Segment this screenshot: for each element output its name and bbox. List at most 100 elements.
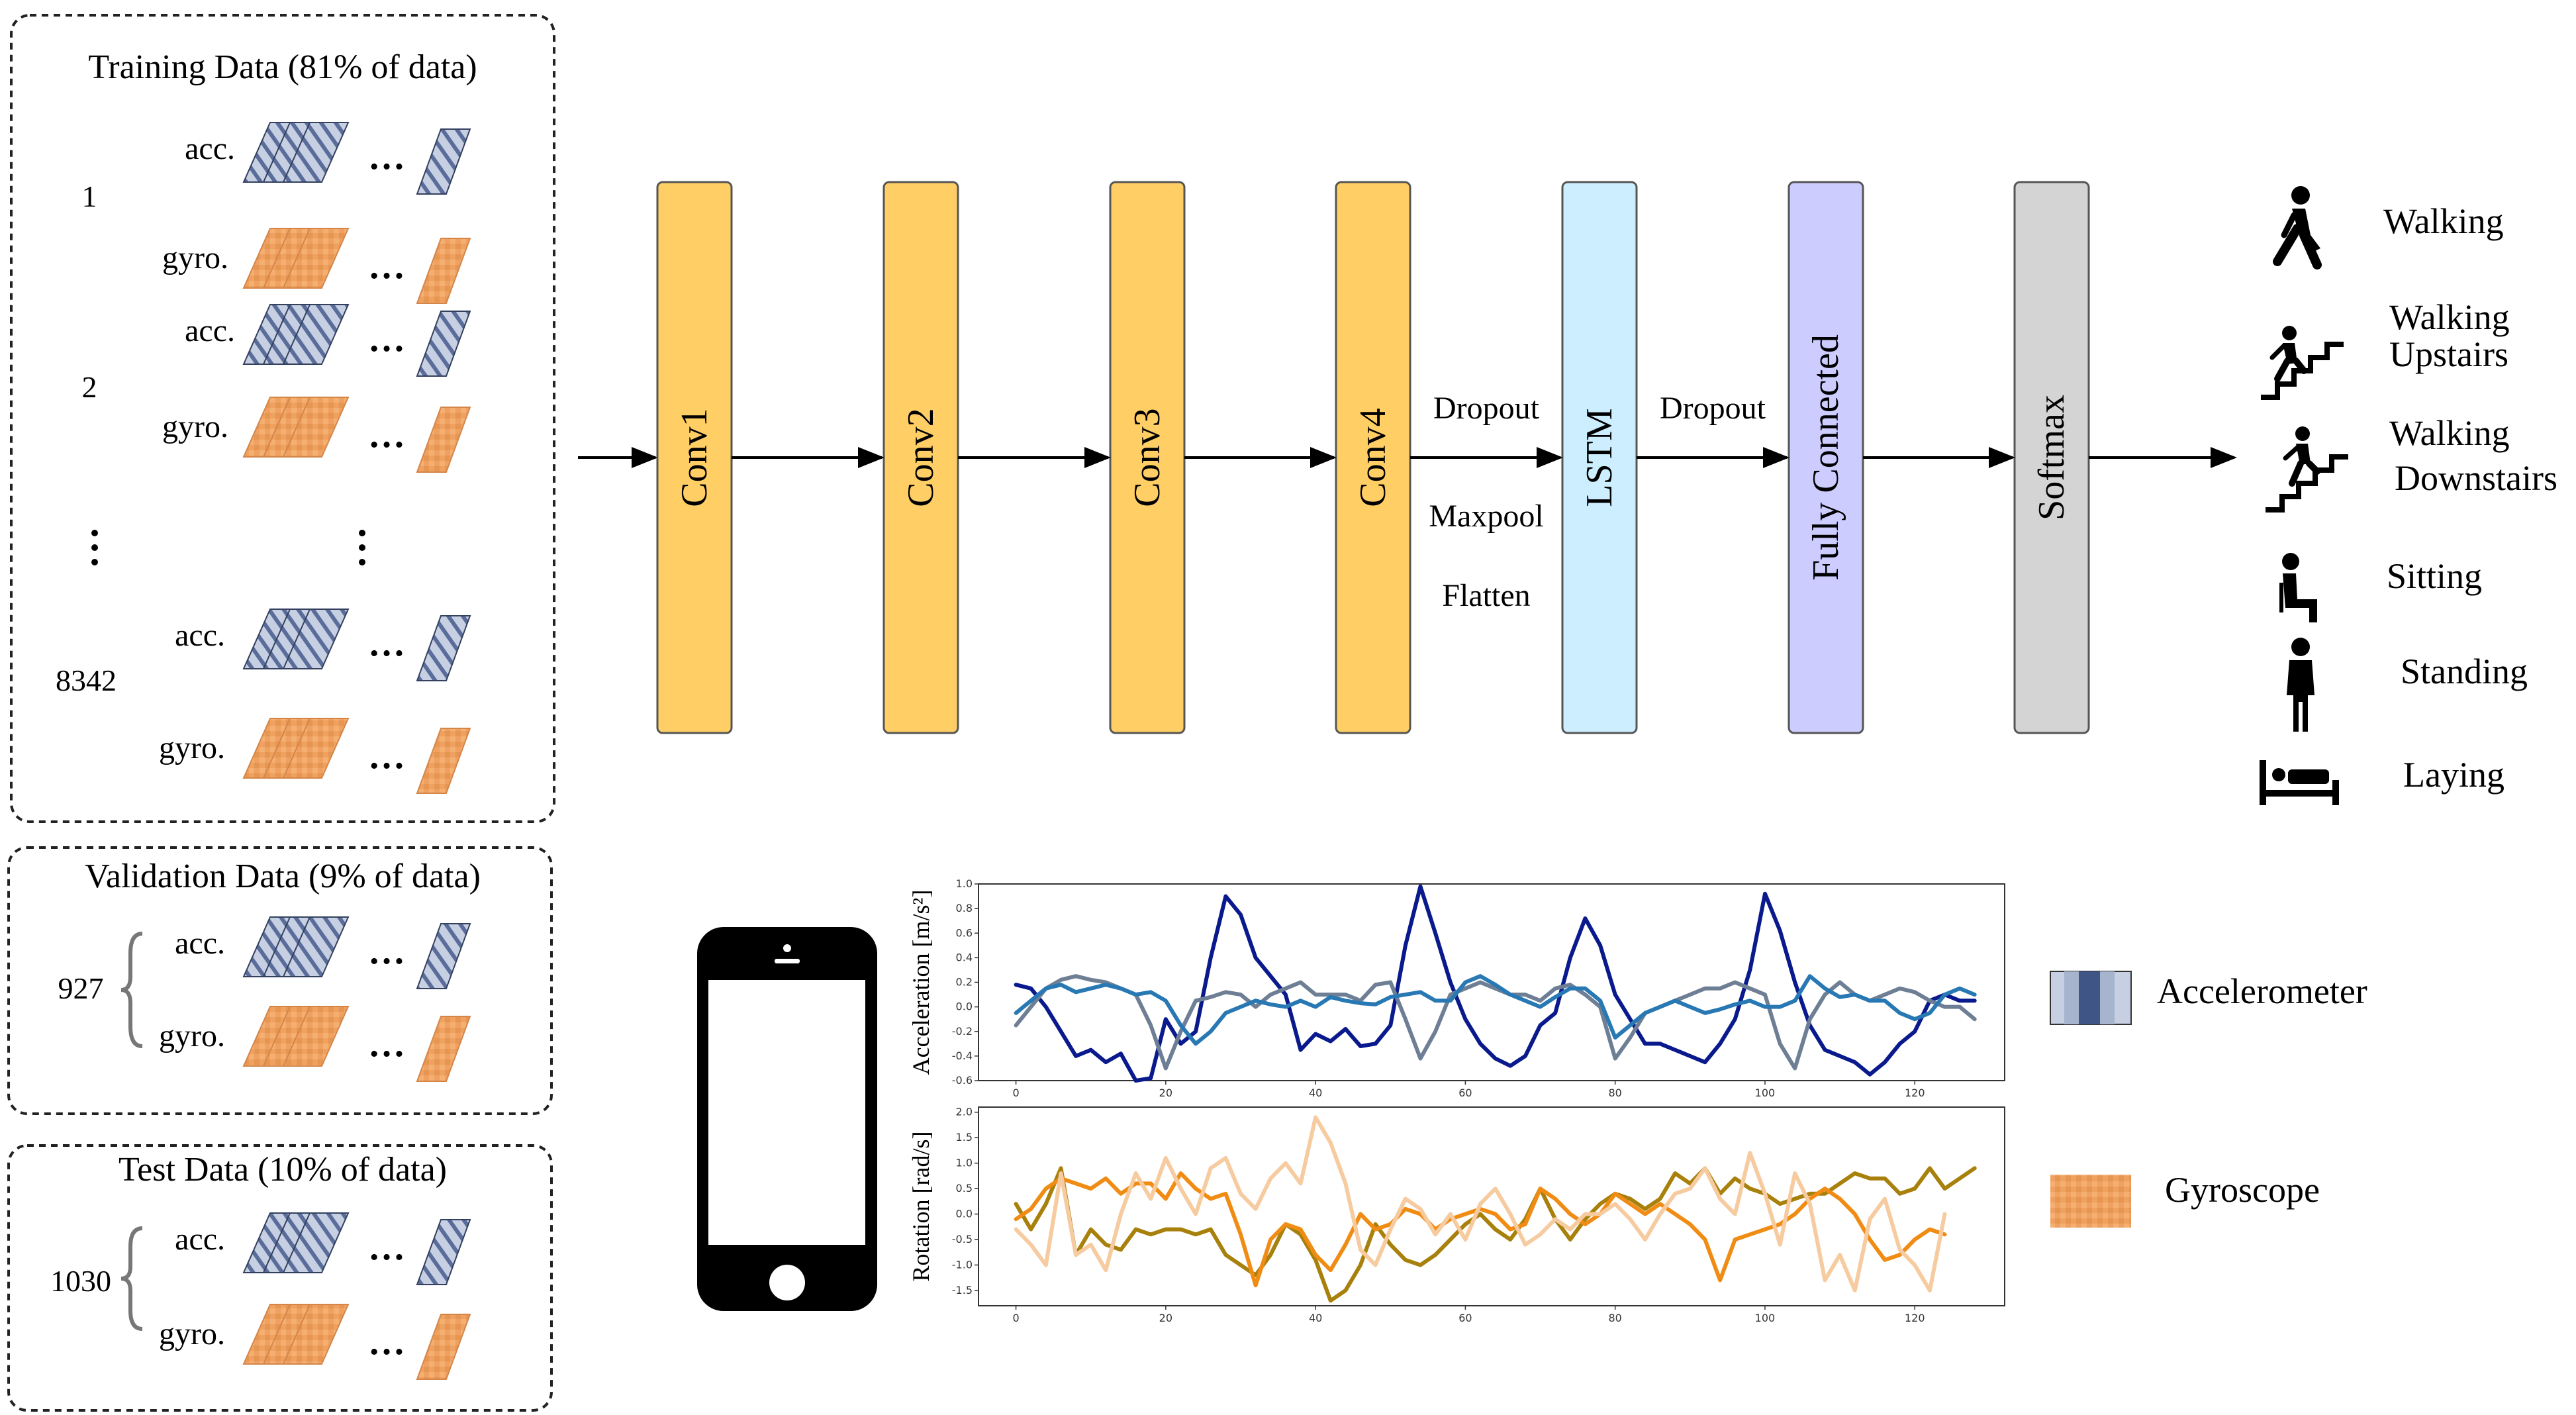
sample-rows: 1acc.gyro.……2acc.gyro.……8342acc.gyro.……9… [50, 122, 471, 1380]
validation-brace [120, 932, 143, 1048]
smartphone-icon [697, 927, 877, 1311]
legend: Accelerometer Gyroscope [2050, 971, 2367, 1228]
class-sitting: Sitting [2387, 556, 2482, 596]
acc-label: acc. [175, 1222, 225, 1257]
y-tick-label: 0.0 [956, 1000, 973, 1013]
layer-label: LSTM [1579, 408, 1620, 507]
y-tick-label: 1.0 [956, 877, 973, 890]
class-walking-downstairs-line1: Walking [2389, 413, 2510, 453]
ellipsis: … [368, 623, 406, 664]
y-tick-label: -0.2 [952, 1025, 973, 1038]
sitting-icon [2279, 553, 2317, 622]
layer-conv2: Conv2 [883, 181, 959, 734]
y-tick-label: -1.5 [952, 1284, 973, 1296]
gyro-sheet [282, 228, 350, 289]
gyro-label: gyro. [159, 1316, 225, 1351]
x-tick-label: 60 [1458, 1312, 1472, 1324]
x-tick-label: 80 [1608, 1312, 1621, 1324]
acc-sheet [282, 916, 350, 977]
y-tick-label: 0.4 [956, 951, 973, 963]
acc-sheet-last [416, 311, 471, 377]
y-axis-label: Acceleration [m/s²] [908, 890, 934, 1075]
y-tick-label: 2.0 [956, 1106, 973, 1118]
gyroscope-swatch [2050, 1175, 2131, 1228]
acc-sheet [282, 122, 350, 183]
dropout-note-2: Dropout [1660, 391, 1766, 426]
layer-label: Conv3 [1127, 408, 1168, 507]
plot-frame [978, 1106, 2005, 1306]
acc-label: acc. [185, 131, 235, 166]
sample-index: 1 [82, 179, 97, 213]
series-line [1014, 974, 1977, 1046]
acc-sheet-last [416, 128, 471, 195]
y-tick-label: -0.5 [952, 1233, 973, 1245]
sample-index: 2 [82, 370, 97, 404]
gyro-label: gyro. [162, 409, 228, 444]
ellipsis: … [368, 736, 406, 777]
training-data-title: Training Data (81% of data) [88, 48, 477, 86]
gyro-sheet [282, 1304, 350, 1365]
class-walking: Walking [2383, 201, 2504, 241]
layer-conv1: Conv1 [656, 181, 733, 734]
layer-label: Conv4 [1353, 408, 1394, 507]
x-tick-label: 80 [1608, 1087, 1621, 1099]
dropout-note-1: Dropout [1433, 391, 1540, 426]
test-data-box: Test Data (10% of data) [7, 1144, 553, 1412]
acc-sheet-last [416, 923, 471, 989]
layer-label: Conv2 [900, 408, 941, 507]
layer-conv4: Conv4 [1335, 181, 1411, 734]
sample-row: 927acc.gyro.…… [58, 916, 471, 1082]
rotation-chart: 2.0 1.5 1.0 0.5 0.0 -0.5 -1.0 -1.5 0 20 40 60 80 100 1… [908, 1106, 2005, 1324]
layer-label: Conv1 [674, 408, 715, 507]
y-tick-label: 0.5 [956, 1182, 973, 1195]
laying-icon [2260, 760, 2339, 805]
legend-accelerometer: Accelerometer [2157, 971, 2367, 1011]
class-standing: Standing [2401, 652, 2528, 691]
y-tick-label: -0.6 [952, 1074, 973, 1087]
x-tick-label: 40 [1309, 1312, 1322, 1324]
sample-index: 927 [58, 971, 104, 1005]
layer-fully-connected: Fully Connected [1788, 181, 1864, 734]
x-tick-label: 40 [1309, 1087, 1322, 1099]
x-tick-label: 0 [1012, 1312, 1019, 1324]
x-tick-label: 100 [1755, 1087, 1776, 1099]
ellipsis: … [368, 318, 406, 360]
acc-sheet [282, 609, 350, 669]
x-tick-label: 60 [1458, 1087, 1472, 1099]
x-tick-label: 0 [1012, 1087, 1019, 1099]
sample-row: 2acc.gyro.…… [82, 304, 471, 473]
y-tick-label: -1.0 [952, 1258, 973, 1271]
class-walking-upstairs-line1: Walking [2389, 297, 2510, 337]
x-tick-label: 120 [1905, 1312, 1925, 1324]
y-tick-label: 0.8 [956, 902, 973, 914]
acc-sheet-last [416, 615, 471, 681]
series-line [1014, 1115, 1947, 1293]
layer-lstm: LSTM [1561, 181, 1638, 734]
y-tick-label: -0.4 [952, 1049, 973, 1062]
x-tick-label: 20 [1159, 1312, 1172, 1324]
series-line [1014, 884, 1977, 1083]
gyro-sheet-last [416, 728, 471, 794]
test-data-title: Test Data (10% of data) [119, 1151, 447, 1189]
legend-gyroscope: Gyroscope [2165, 1170, 2320, 1210]
sample-index: 1030 [50, 1264, 111, 1298]
walking-icon [2273, 186, 2322, 269]
gyro-sheet-last [416, 1314, 471, 1380]
gyro-label: gyro. [159, 1018, 225, 1053]
ellipsis: … [368, 1227, 406, 1268]
layer-label: Fully Connected [1805, 334, 1846, 581]
gyro-sheet [282, 718, 350, 779]
acc-sheet [282, 1212, 350, 1273]
series-line [1014, 974, 1977, 1071]
gyro-sheet [282, 1006, 350, 1067]
x-tick-label: 100 [1755, 1312, 1776, 1324]
ellipsis: … [368, 931, 406, 972]
class-walking-downstairs-line2: Downstairs [2395, 458, 2557, 498]
sample-row: 1acc.gyro.…… [82, 122, 471, 304]
ellipsis: … [368, 136, 406, 177]
class-laying: Laying [2403, 755, 2504, 795]
gyro-sheet-last [416, 407, 471, 473]
walking-downstairs-icon [2266, 426, 2348, 512]
acc-label: acc. [185, 313, 235, 348]
